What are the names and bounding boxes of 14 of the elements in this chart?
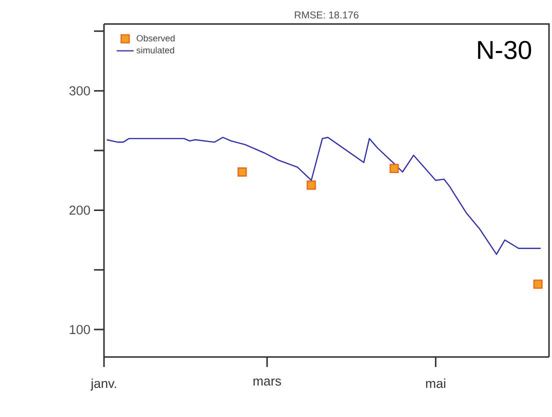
point	[306, 180, 316, 190]
y-tick-label: 100	[70, 324, 90, 334]
x-tick-label: mai	[426, 378, 446, 388]
point	[390, 164, 399, 174]
x-tick-label: janv.	[90, 378, 116, 391]
legend-label: simulated	[136, 46, 174, 54]
y-tick-label: 300	[69, 86, 90, 96]
y-tick-label: 200	[70, 206, 90, 215]
legend-label: Observed	[136, 34, 175, 42]
annotation: N-30	[478, 40, 532, 60]
x-tick-label: mars	[254, 378, 282, 386]
chart-title: RMSE: 18.176	[294, 11, 358, 18]
line-series	[106, 136, 542, 255]
point	[533, 280, 543, 289]
